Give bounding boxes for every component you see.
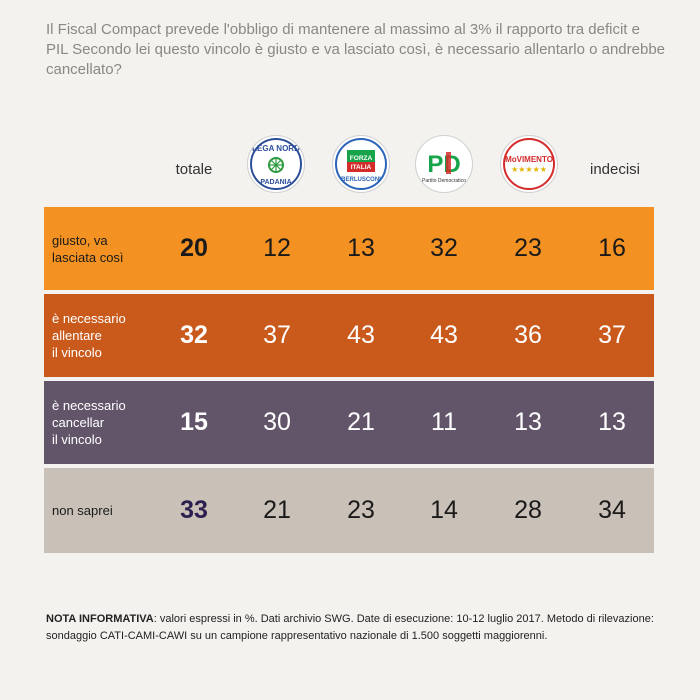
value-cell: 30 bbox=[263, 408, 291, 436]
svg-text:FORZA: FORZA bbox=[350, 155, 373, 162]
value-cell: 43 bbox=[347, 321, 375, 349]
value-cell: 23 bbox=[514, 234, 542, 262]
value-cell: 16 bbox=[598, 234, 626, 262]
value-cell: 13 bbox=[598, 408, 626, 436]
value-cell: 28 bbox=[514, 496, 542, 524]
column-header-indecisi: indecisi bbox=[589, 161, 641, 178]
note-text: : valori espressi in %. Dati archivio SW… bbox=[46, 613, 654, 642]
row-label-line: giusto, va bbox=[52, 233, 108, 248]
value-cell: 12 bbox=[263, 234, 291, 262]
row-label-line: è necessario bbox=[52, 311, 126, 326]
svg-text:ITALIA: ITALIA bbox=[351, 164, 372, 171]
survey-question: Il Fiscal Compact prevede l'obbligo di m… bbox=[46, 21, 665, 78]
value-cell: 13 bbox=[514, 408, 542, 436]
methodology-note: NOTA INFORMATIVA: valori espressi in %. … bbox=[46, 611, 666, 645]
row-label-line: è necessario bbox=[52, 398, 126, 413]
value-cell: 13 bbox=[347, 234, 375, 262]
value-cell: 14 bbox=[430, 496, 458, 524]
value-cell: 11 bbox=[431, 408, 457, 436]
value-cell: 43 bbox=[430, 321, 458, 349]
total-value: 32 bbox=[180, 321, 208, 349]
m5s-logo-top: MoVIMENTO bbox=[505, 155, 553, 164]
value-cell: 37 bbox=[598, 321, 626, 349]
table-row: è necessario cancellar il vincolo 15 30 21 11 1… bbox=[44, 381, 654, 464]
total-value: 33 bbox=[180, 496, 208, 524]
value-cell: 21 bbox=[263, 496, 291, 524]
row-label: giusto, va lasciata così bbox=[52, 232, 124, 266]
value-cell: 32 bbox=[430, 234, 458, 262]
pd-logo-top: PD bbox=[427, 151, 460, 178]
row-label-line: cancellar bbox=[52, 415, 105, 430]
value-cell: 23 bbox=[347, 496, 375, 524]
m5s-logo: MoVIMENTO ★★★★★ bbox=[500, 135, 558, 193]
total-value: 15 bbox=[180, 408, 208, 436]
row-label-line: lasciata così bbox=[52, 250, 124, 265]
lega-logo-bottom: PADANIA bbox=[260, 179, 291, 186]
m5s-logo-stars: ★★★★★ bbox=[511, 165, 547, 174]
lega-nord-logo: LEGA NORD PADANIA bbox=[247, 135, 305, 193]
fi-logo-bottom: BERLUSCONI bbox=[341, 177, 381, 183]
value-cell: 36 bbox=[514, 321, 542, 349]
column-header-totale: totale bbox=[175, 161, 213, 178]
note-title: NOTA INFORMATIVA bbox=[46, 613, 154, 625]
pd-logo-bottom: Partito Democratico bbox=[422, 178, 466, 184]
table-row: giusto, va lasciata così 20 12 13 32 23 16 bbox=[44, 207, 654, 290]
total-value: 20 bbox=[180, 234, 208, 262]
row-label: è necessario cancellar il vincolo bbox=[52, 397, 126, 448]
table-header: totale LEGA NORD PADANIA FORZA ITALIA BE… bbox=[44, 133, 654, 203]
value-cell: 21 bbox=[347, 408, 375, 436]
row-label-line: il vincolo bbox=[52, 345, 102, 360]
row-label: non saprei bbox=[52, 502, 113, 519]
pd-logo: PD Partito Democratico bbox=[415, 135, 473, 193]
table-row: non saprei 33 21 23 14 28 34 bbox=[44, 468, 654, 553]
row-label-line: il vincolo bbox=[52, 432, 102, 447]
row-label-line: non saprei bbox=[52, 503, 113, 518]
value-cell: 37 bbox=[263, 321, 291, 349]
value-cell: 34 bbox=[598, 496, 626, 524]
row-label-line: allentare bbox=[52, 328, 102, 343]
row-label: è necessario allentare il vincolo bbox=[52, 310, 126, 361]
forza-italia-logo: FORZA ITALIA BERLUSCONI bbox=[332, 135, 390, 193]
table-row: è necessario allentare il vincolo 32 37 43 43 3… bbox=[44, 294, 654, 377]
lega-logo-top: LEGA NORD bbox=[252, 144, 300, 153]
